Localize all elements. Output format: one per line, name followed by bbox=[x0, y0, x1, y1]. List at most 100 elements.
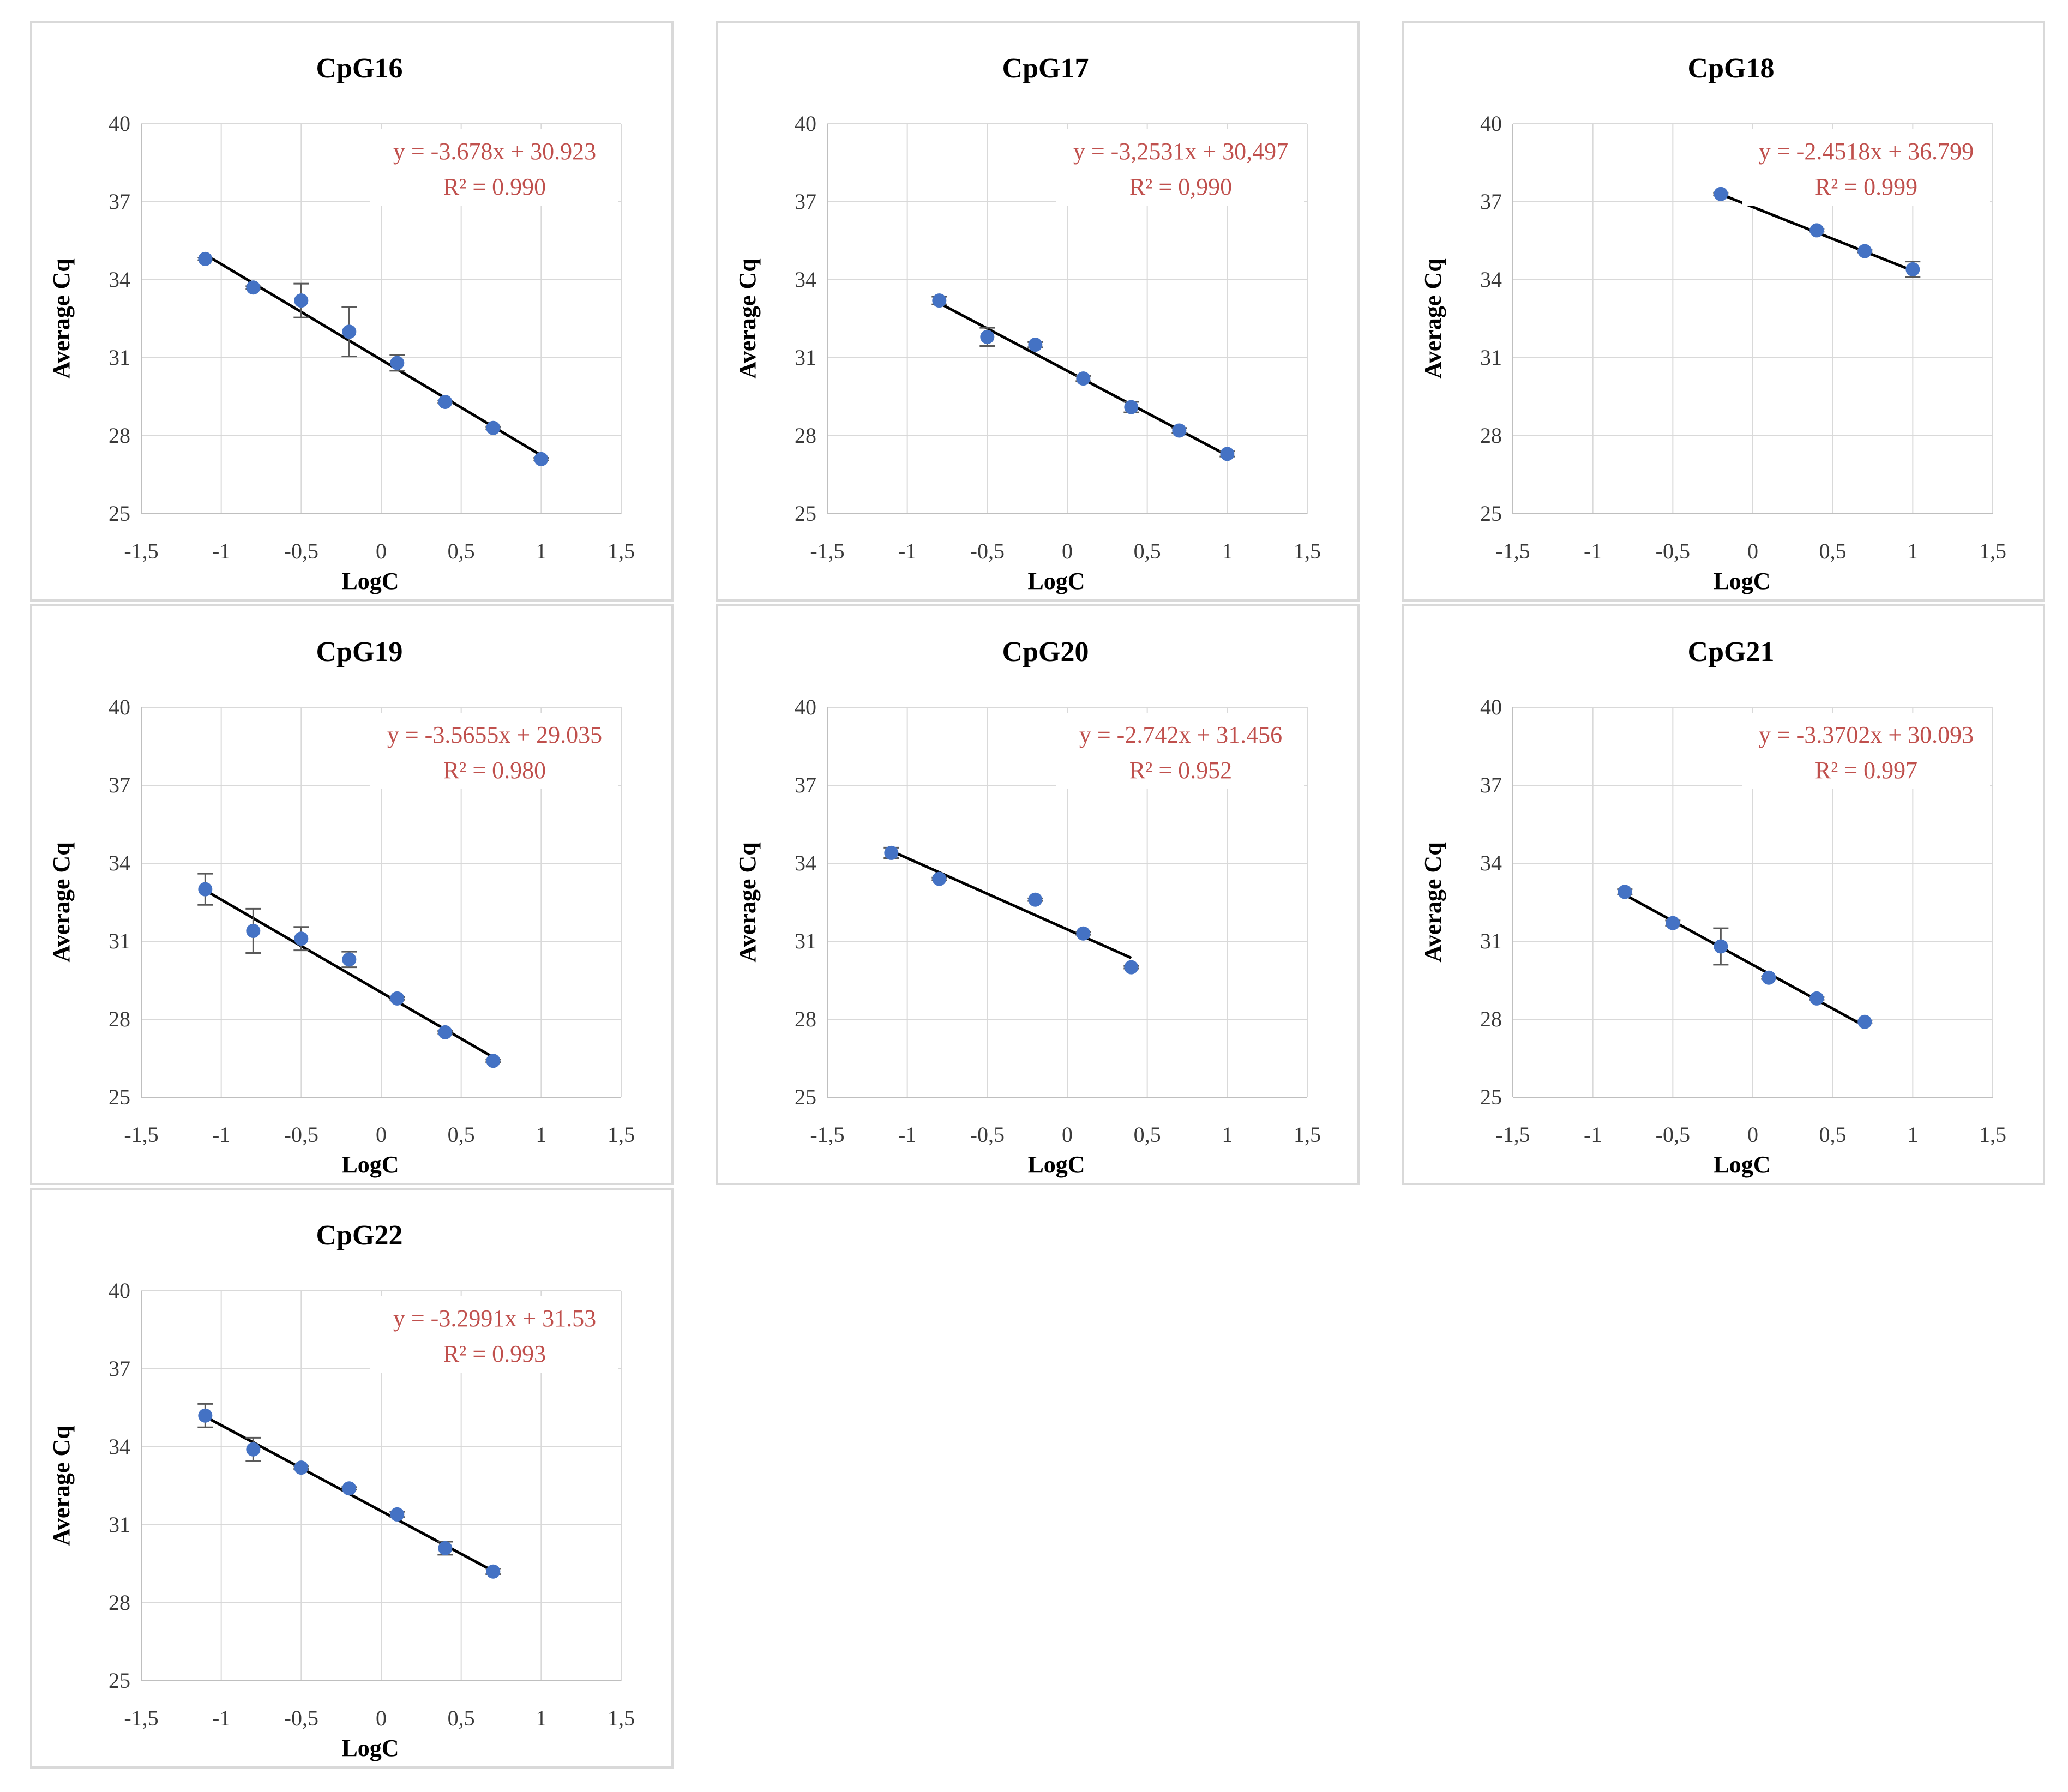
y-tick-label: 25 bbox=[795, 1085, 816, 1109]
data-point bbox=[932, 293, 947, 308]
data-point bbox=[1172, 423, 1187, 438]
data-point bbox=[1714, 939, 1728, 954]
x-tick-label: 0,5 bbox=[448, 1122, 475, 1147]
data-point bbox=[390, 1507, 405, 1522]
chart-svg: 25 28 31 34 37 40 -1,5 -1 -0,5 0 0,5 1 1,5 CpG20 LogC A… bbox=[734, 636, 1321, 1178]
y-tick-label: 37 bbox=[109, 773, 130, 797]
x-tick-label: -1,5 bbox=[1495, 539, 1530, 563]
data-point bbox=[1076, 371, 1091, 386]
x-tick-label: -0,5 bbox=[284, 1706, 318, 1730]
r-squared-label: R² = 0.997 bbox=[1815, 757, 1917, 784]
x-tick-label: -1,5 bbox=[124, 1706, 158, 1730]
y-tick-label: 40 bbox=[1480, 111, 1502, 136]
x-tick-label: -0,5 bbox=[970, 1122, 1005, 1147]
y-tick-label: 31 bbox=[109, 1512, 130, 1537]
x-tick-label: -1 bbox=[898, 539, 916, 563]
data-point bbox=[1618, 885, 1632, 899]
y-tick-label: 31 bbox=[795, 345, 816, 370]
x-axis-title: LogC bbox=[1713, 1151, 1770, 1178]
y-tick-label: 40 bbox=[109, 111, 130, 136]
data-point bbox=[198, 882, 213, 897]
equation-label-background bbox=[1742, 713, 1990, 789]
x-tick-label: 0,5 bbox=[1134, 1122, 1161, 1147]
x-tick-label: 1 bbox=[1222, 1122, 1233, 1147]
x-tick-label: 0,5 bbox=[1134, 539, 1161, 563]
x-tick-label: -0,5 bbox=[970, 539, 1005, 563]
data-point bbox=[294, 931, 309, 946]
y-tick-label: 31 bbox=[1480, 345, 1502, 370]
y-tick-label: 40 bbox=[1480, 695, 1502, 719]
x-tick-label: -0,5 bbox=[284, 1122, 318, 1147]
x-tick-label: -1 bbox=[1584, 539, 1602, 563]
r-squared-label: R² = 0,990 bbox=[1129, 173, 1232, 200]
x-tick-label: 1 bbox=[536, 539, 546, 563]
chart-panel-cpg18: 25 28 31 34 37 40 -1,5 -1 -0,5 0 0,5 1 1,5 CpG18 LogC A… bbox=[1402, 21, 2045, 602]
y-tick-label: 25 bbox=[1480, 1085, 1502, 1109]
x-tick-label: -1 bbox=[1584, 1122, 1602, 1147]
chart-svg: 25 28 31 34 37 40 -1,5 -1 -0,5 0 0,5 1 1,5 CpG21 LogC A… bbox=[1420, 636, 2006, 1178]
equation-label-background bbox=[370, 1296, 618, 1373]
data-point bbox=[342, 952, 357, 967]
data-point bbox=[1666, 916, 1680, 930]
regression-equation: y = -3.5655x + 29.035 bbox=[387, 721, 602, 748]
chart-title: CpG22 bbox=[316, 1220, 403, 1251]
equation-label-background bbox=[370, 713, 618, 789]
data-point bbox=[342, 1481, 357, 1496]
regression-equation: y = -3,2531x + 30,497 bbox=[1073, 138, 1288, 165]
y-tick-label: 37 bbox=[795, 773, 816, 797]
y-tick-label: 34 bbox=[1480, 267, 1502, 292]
regression-equation: y = -3.678x + 30.923 bbox=[393, 138, 596, 165]
y-axis-title: Average Cq bbox=[734, 842, 761, 963]
y-tick-label: 34 bbox=[795, 267, 816, 292]
data-point bbox=[246, 280, 261, 295]
y-tick-label: 37 bbox=[795, 189, 816, 214]
chart-panel-cpg17: 25 28 31 34 37 40 -1,5 -1 -0,5 0 0,5 1 1,5 CpG17 LogC A… bbox=[716, 21, 1360, 602]
data-point bbox=[534, 452, 549, 466]
y-tick-label: 28 bbox=[795, 423, 816, 448]
regression-equation: y = -3.3702x + 30.093 bbox=[1759, 721, 1974, 748]
y-tick-label: 40 bbox=[795, 111, 816, 136]
y-tick-label: 40 bbox=[109, 695, 130, 719]
chart-title: CpG19 bbox=[316, 636, 403, 668]
data-point bbox=[342, 324, 357, 339]
x-tick-label: 0,5 bbox=[1819, 539, 1847, 563]
chart-svg: 25 28 31 34 37 40 -1,5 -1 -0,5 0 0,5 1 1,5 CpG16 LogC A… bbox=[48, 53, 635, 594]
data-point bbox=[390, 356, 405, 370]
x-tick-label: -1 bbox=[898, 1122, 916, 1147]
data-point bbox=[932, 871, 947, 886]
x-tick-label: -1 bbox=[212, 539, 230, 563]
equation-label-background bbox=[1056, 129, 1304, 206]
x-tick-label: 1 bbox=[1907, 539, 1918, 563]
x-tick-label: 0 bbox=[376, 1706, 387, 1730]
data-point bbox=[1124, 960, 1139, 975]
y-tick-label: 28 bbox=[109, 1590, 130, 1615]
data-point bbox=[1809, 991, 1824, 1006]
chart-panel-cpg16: 25 28 31 34 37 40 -1,5 -1 -0,5 0 0,5 1 1,5 CpG16 LogC A… bbox=[30, 21, 674, 602]
y-axis-title: Average Cq bbox=[1420, 258, 1446, 379]
chart-panel-cpg21: 25 28 31 34 37 40 -1,5 -1 -0,5 0 0,5 1 1,5 CpG21 LogC A… bbox=[1402, 604, 2045, 1185]
data-point bbox=[246, 923, 261, 938]
regression-equation: y = -2.742x + 31.456 bbox=[1079, 721, 1282, 748]
y-tick-label: 28 bbox=[795, 1007, 816, 1031]
data-point bbox=[246, 1442, 261, 1457]
data-point bbox=[294, 293, 309, 308]
x-axis-title: LogC bbox=[341, 568, 399, 594]
data-point bbox=[390, 991, 405, 1006]
chart-svg: 25 28 31 34 37 40 -1,5 -1 -0,5 0 0,5 1 1,5 CpG22 LogC A… bbox=[48, 1220, 635, 1761]
data-point bbox=[1762, 970, 1776, 985]
y-tick-label: 31 bbox=[109, 345, 130, 370]
x-tick-label: 1 bbox=[536, 1122, 546, 1147]
x-tick-label: -1,5 bbox=[124, 539, 158, 563]
x-axis-title: LogC bbox=[1713, 568, 1770, 594]
x-tick-label: 1,5 bbox=[608, 539, 635, 563]
chart-title: CpG17 bbox=[1002, 53, 1089, 84]
y-axis-title: Average Cq bbox=[734, 258, 761, 379]
x-tick-label: 0,5 bbox=[448, 539, 475, 563]
data-point bbox=[1905, 262, 1920, 276]
x-axis-title: LogC bbox=[1027, 1151, 1085, 1178]
x-tick-label: 0 bbox=[1062, 1122, 1073, 1147]
y-tick-label: 34 bbox=[109, 267, 130, 292]
y-tick-label: 37 bbox=[109, 189, 130, 214]
x-tick-label: -1,5 bbox=[1495, 1122, 1530, 1147]
x-tick-label: 1,5 bbox=[1294, 1122, 1321, 1147]
